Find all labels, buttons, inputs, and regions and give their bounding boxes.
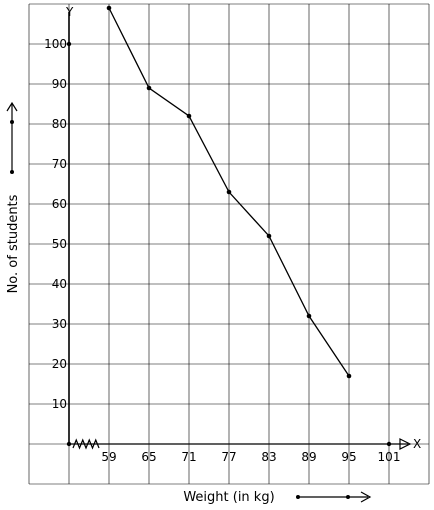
x-tick-label: 95	[341, 450, 356, 464]
x-tick-label: 83	[261, 450, 276, 464]
x-axis-end-dot	[386, 441, 392, 447]
y-tick-label: 70	[52, 157, 67, 171]
series	[106, 5, 352, 379]
x-tick-label: 89	[301, 450, 316, 464]
tick-labels: 59 65 71 77 83 89 95 101 10 20 30 40 50 60 70 80 90 100	[44, 37, 400, 464]
y-axis-title: No. of students	[6, 194, 21, 293]
axis-break-zigzag-icon	[72, 438, 100, 450]
x-tick-label: 59	[101, 450, 116, 464]
y-tick-label: 40	[52, 277, 67, 291]
y-title-arrow-icon	[6, 101, 18, 174]
x-axis-title: Weight (in kg)	[183, 490, 274, 505]
origin-dot	[66, 441, 72, 447]
y-tick-label: 90	[52, 77, 67, 91]
data-point	[306, 313, 312, 319]
y-tick-label: 60	[52, 197, 67, 211]
data-point	[146, 85, 152, 91]
y-tick-label: 10	[52, 397, 67, 411]
x-axis-letter: X	[413, 437, 421, 451]
data-point	[226, 189, 232, 195]
data-point	[106, 5, 112, 11]
x-tick-label: 65	[141, 450, 156, 464]
x-tick-label: 77	[221, 450, 236, 464]
x-axis-arrow-icon	[399, 438, 412, 450]
y-tick-label: 50	[52, 237, 67, 251]
y-axis-dot	[66, 41, 72, 47]
data-point	[346, 373, 352, 379]
y-axis-letter: Y	[65, 5, 74, 19]
data-point	[266, 233, 272, 239]
y-tick-label: 100	[44, 37, 67, 51]
axes: X Y	[65, 5, 421, 451]
y-tick-label: 30	[52, 317, 67, 331]
data-point	[186, 113, 192, 119]
x-tick-label: 71	[181, 450, 196, 464]
axis-titles: Weight (in kg) No. of students	[6, 101, 372, 505]
x-tick-label: 101	[378, 450, 401, 464]
grid	[28, 3, 430, 485]
x-title-arrow-icon	[296, 491, 372, 503]
y-tick-label: 20	[52, 357, 67, 371]
y-tick-label: 80	[52, 117, 67, 131]
